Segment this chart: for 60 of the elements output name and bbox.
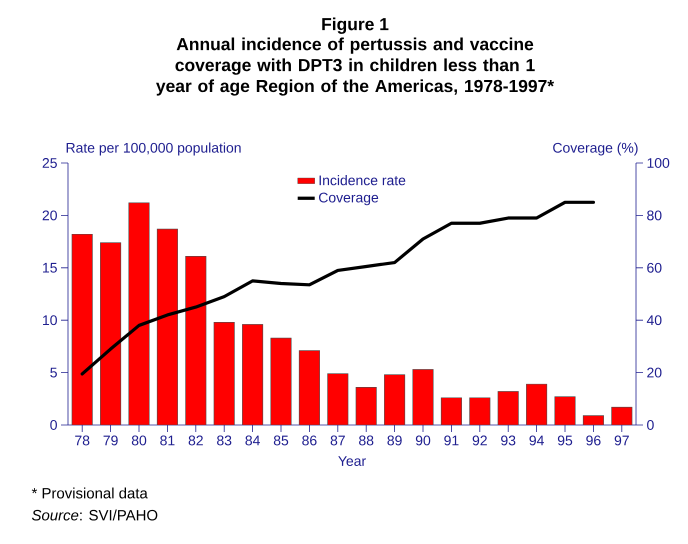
x-tick-label: 89 (387, 436, 402, 446)
x-tick-label: 87 (330, 436, 345, 446)
x-tick-label: 93 (501, 436, 516, 446)
x-tick-label: 91 (444, 436, 458, 446)
y-tick-label: 5 (50, 368, 57, 378)
bar (100, 242, 122, 425)
bar (384, 374, 406, 425)
y2-tick-label: 60 (647, 262, 662, 273)
y-tick-label: 20 (42, 210, 57, 220)
y-tick-label: 15 (43, 262, 57, 273)
x-tick-label: 82 (188, 436, 203, 446)
bar (469, 397, 490, 425)
bar (526, 384, 548, 425)
x-tick-label: 88 (359, 436, 374, 446)
x-tick-label: 86 (302, 436, 317, 446)
text: * Provisional data (32, 488, 148, 498)
x-tick-label: 81 (160, 436, 174, 446)
x-tick-label: 97 (614, 436, 629, 446)
y-tick-label: 10 (43, 315, 57, 326)
bar (611, 406, 632, 425)
bar (356, 386, 377, 425)
text: Source: SVI/PAHO (32, 510, 158, 520)
x-tick-label: 95 (558, 436, 572, 446)
y2-axis-title: Coverage (%) (553, 142, 638, 156)
x-tick-label: 83 (217, 436, 232, 446)
y2-tick-label: 0 (647, 420, 654, 430)
y2-tick-label: 40 (646, 315, 662, 326)
y2-tick-label: 20 (647, 368, 662, 378)
x-tick-label: 90 (416, 436, 430, 446)
x-tick-label: 78 (75, 436, 90, 446)
chart-title: Figure 1 (322, 18, 388, 34)
x-tick-label: 92 (472, 436, 487, 446)
bar (554, 396, 576, 425)
bar (185, 256, 206, 425)
x-axis-title: Year (338, 456, 366, 466)
x-tick-label: 96 (586, 436, 601, 446)
y2-tick-label: 100 (648, 158, 670, 168)
legend-label: Incidence rate (320, 175, 406, 186)
bar (72, 234, 93, 425)
y2-tick-label: 80 (647, 210, 662, 220)
bar (214, 322, 235, 425)
bar (298, 350, 320, 425)
x-tick-label: 94 (530, 436, 544, 446)
x-tick-label: 79 (104, 436, 118, 446)
x-tick-label: 80 (132, 436, 146, 446)
bar (156, 228, 178, 425)
chart-subtitle: Annual incidence of pertussis and vaccine coverage with DPT3 in children less than 1 year of age Region of the Americas, 1978-1997* (156, 38, 554, 96)
x-tick-label: 84 (245, 436, 260, 446)
y-tick-label: 25 (42, 158, 57, 168)
x-tick-label: 85 (274, 436, 288, 446)
bar (242, 324, 264, 425)
bar (270, 338, 292, 425)
bar (498, 391, 519, 425)
legend-label: Coverage (319, 192, 378, 206)
bar (128, 202, 150, 425)
bar (440, 397, 462, 425)
bar (327, 373, 348, 425)
y-tick-label: 0 (50, 420, 57, 430)
bar (412, 369, 434, 425)
y-axis-title: Rate per 100,000 population (66, 142, 241, 156)
